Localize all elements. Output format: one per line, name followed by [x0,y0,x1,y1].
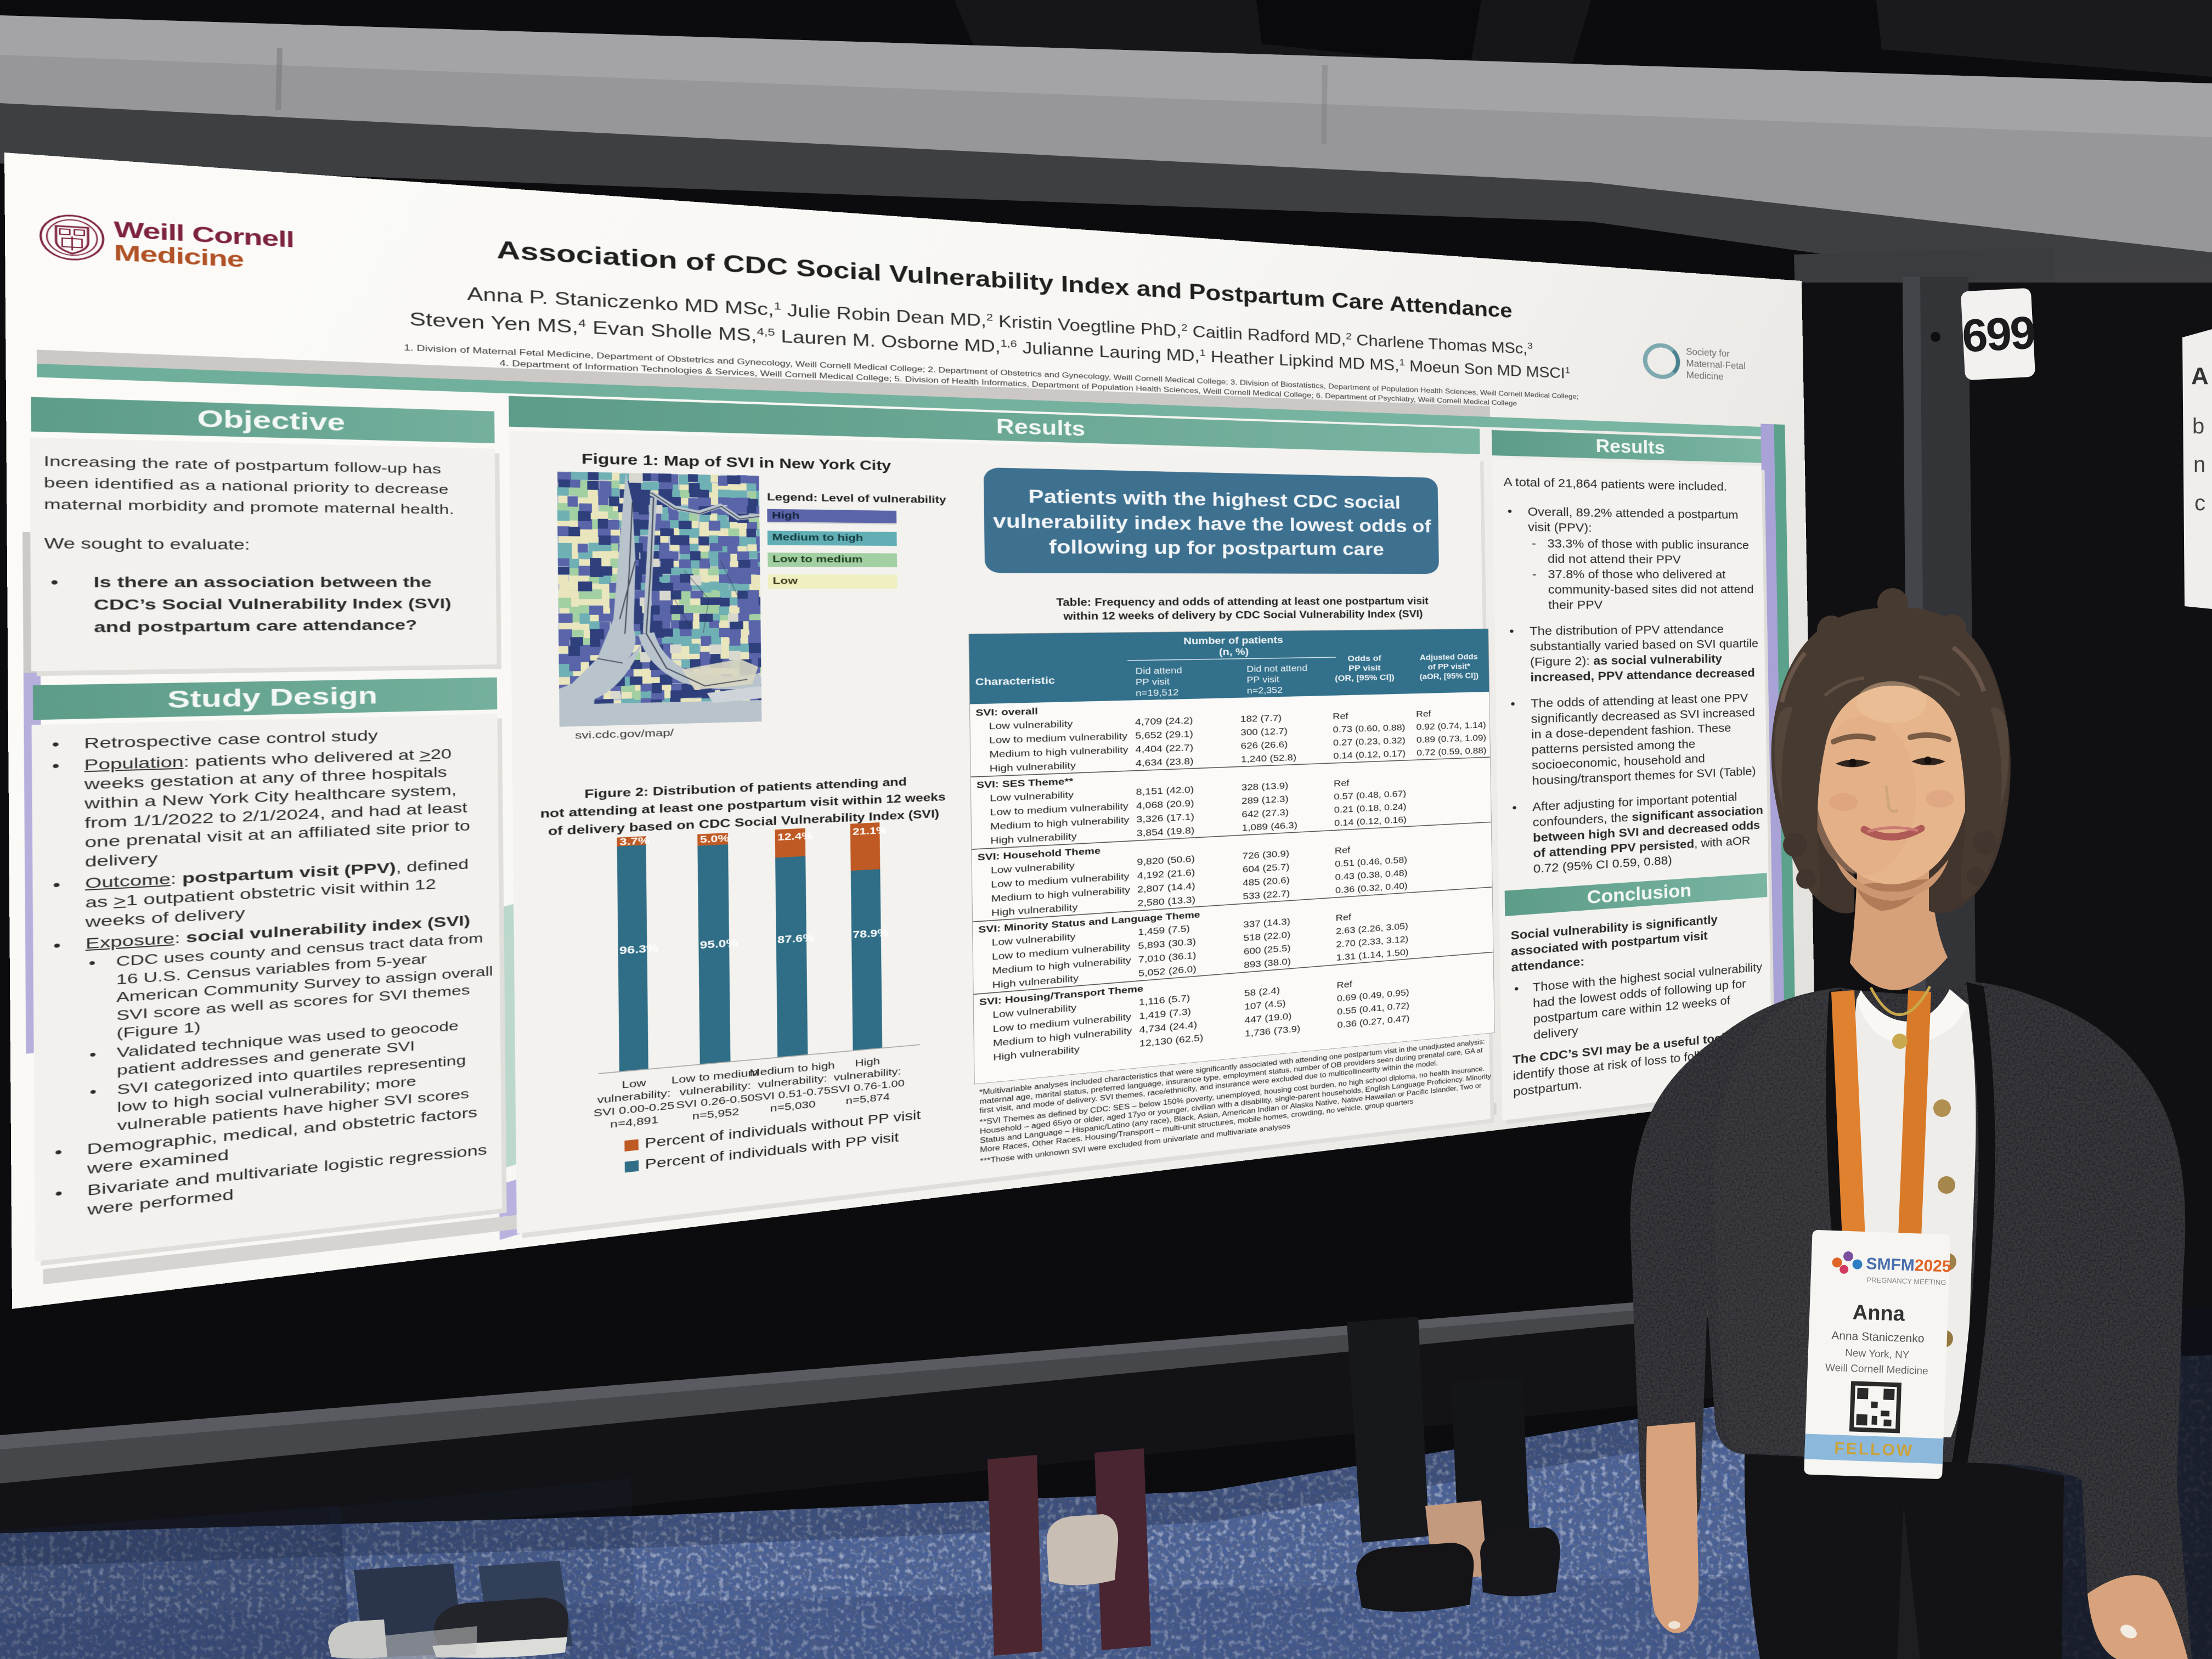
svg-text:95.0%: 95.0% [700,936,738,951]
svg-text:PREGNANCY MEETING: PREGNANCY MEETING [1866,1276,1946,1286]
svg-text:FELLOW: FELLOW [1834,1439,1914,1460]
svg-text:A: A [2191,363,2209,390]
svg-text:96.3%: 96.3% [619,942,659,957]
svg-text:699: 699 [1961,307,2035,362]
svg-text:Society for: Society for [1686,346,1730,359]
svg-text:5.0%: 5.0% [700,833,730,845]
svg-text:Maternal·Fetal: Maternal·Fetal [1686,358,1746,371]
svg-text:87.6%: 87.6% [777,932,815,946]
svg-text:c: c [2194,491,2205,515]
svg-text:3.7%: 3.7% [619,835,650,848]
svg-text:b: b [2192,414,2204,438]
svg-text:Medicine: Medicine [1686,370,1724,382]
svg-text:Anna: Anna [1852,1301,1905,1325]
svg-text:Low: Low [622,1077,646,1091]
svg-text:SMFM2025: SMFM2025 [1866,1255,1951,1276]
svg-text:New York, NY: New York, NY [1845,1347,1910,1361]
svg-text:21.1%: 21.1% [853,825,887,837]
svg-text:High: High [855,1056,880,1069]
svg-text:n: n [2193,453,2205,477]
svg-text:12.4%: 12.4% [777,830,813,843]
svg-text:78.9%: 78.9% [853,927,889,940]
